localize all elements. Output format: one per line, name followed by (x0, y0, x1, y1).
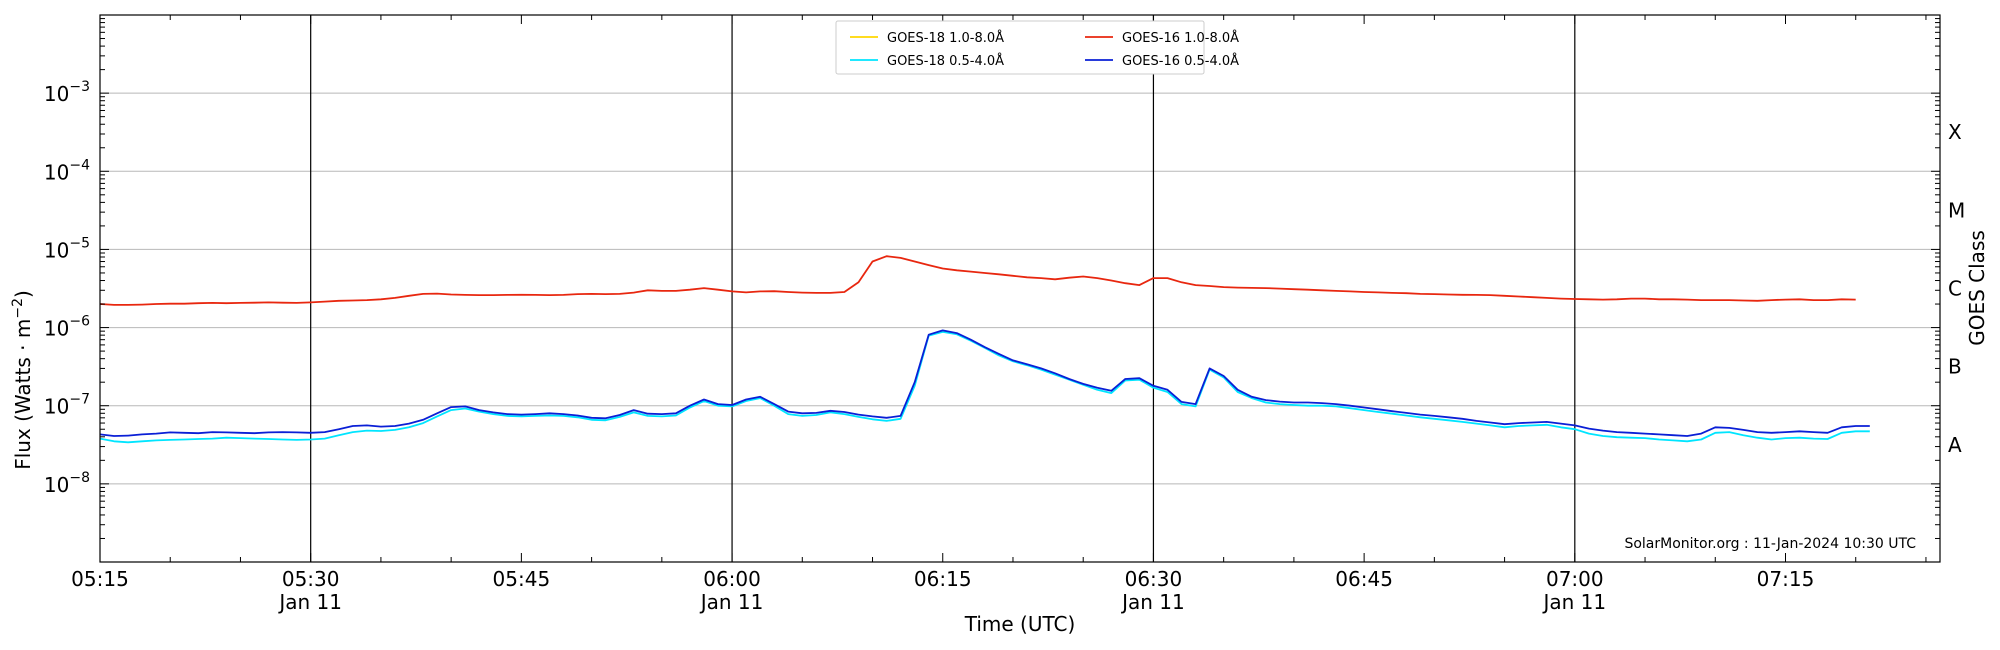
series-layer (99, 255, 1870, 444)
legend-label: GOES-16 1.0-8.0Å (1122, 30, 1239, 46)
vertical-day-lines (310, 15, 1576, 562)
goes-class-label: A (1948, 433, 1962, 457)
x-tick-label: 06:15 (914, 567, 972, 591)
y-tick-label: 10−5 (44, 235, 90, 262)
y-tick-label: 10−6 (44, 314, 90, 341)
legend-label: GOES-16 0.5-4.0Å (1122, 53, 1239, 69)
x-tick-label: 06:00 (703, 567, 761, 591)
source-footer: SolarMonitor.org : 11-Jan-2024 10:30 UTC (1624, 536, 1916, 552)
legend: GOES-18 1.0-8.0Å GOES-18 0.5-4.0Å GOES-16 … (835, 20, 1239, 75)
y-axis-title-main: Flux (Watts · m (11, 319, 35, 470)
y-tick-label: 10−3 (44, 79, 90, 106)
x-tick-date-label: Jan 11 (277, 590, 342, 614)
series-line (99, 329, 1870, 437)
x-tick-label: 05:30 (282, 567, 340, 591)
x-tick-label: 07:15 (1757, 567, 1815, 591)
x-tick-label: 07:00 (1546, 567, 1604, 591)
x-tick-date-label: Jan 11 (699, 590, 764, 614)
series-line (99, 255, 1856, 306)
y-axis-title: Flux (Watts · m−2) (10, 290, 35, 470)
goes-class-label: C (1948, 277, 1962, 301)
x-tick-label: 06:30 (1125, 567, 1183, 591)
y-axis-title-exponent: −2 (10, 298, 26, 319)
grid-layer (100, 92, 1940, 485)
goes-class-axis-title: GOES Class (1965, 230, 1989, 346)
x-tick-date-label: Jan 11 (1120, 590, 1185, 614)
goes-class-label: M (1948, 198, 1965, 222)
y-axis-title-end: ) (11, 290, 35, 298)
svg-text:Flux (Watts · m−2): Flux (Watts · m−2) (10, 290, 35, 470)
x-axis-title: Time (UTC) (964, 612, 1076, 636)
goes-class-label: X (1948, 120, 1962, 144)
x-tick-label: 06:45 (1335, 567, 1393, 591)
legend-label: GOES-18 1.0-8.0Å (887, 30, 1004, 46)
x-tick-label: 05:15 (71, 567, 129, 591)
plot-background (100, 15, 1940, 562)
x-tick-label: 05:45 (493, 567, 551, 591)
y-tick-label: 10−8 (44, 470, 90, 497)
goes-class-label: B (1948, 355, 1962, 379)
y-tick-label: 10−4 (44, 157, 90, 184)
legend-label: GOES-18 0.5-4.0Å (887, 53, 1004, 69)
x-tick-date-label: Jan 11 (1541, 590, 1606, 614)
y-tick-label: 10−7 (44, 392, 90, 419)
plot-frame (99, 14, 1941, 563)
